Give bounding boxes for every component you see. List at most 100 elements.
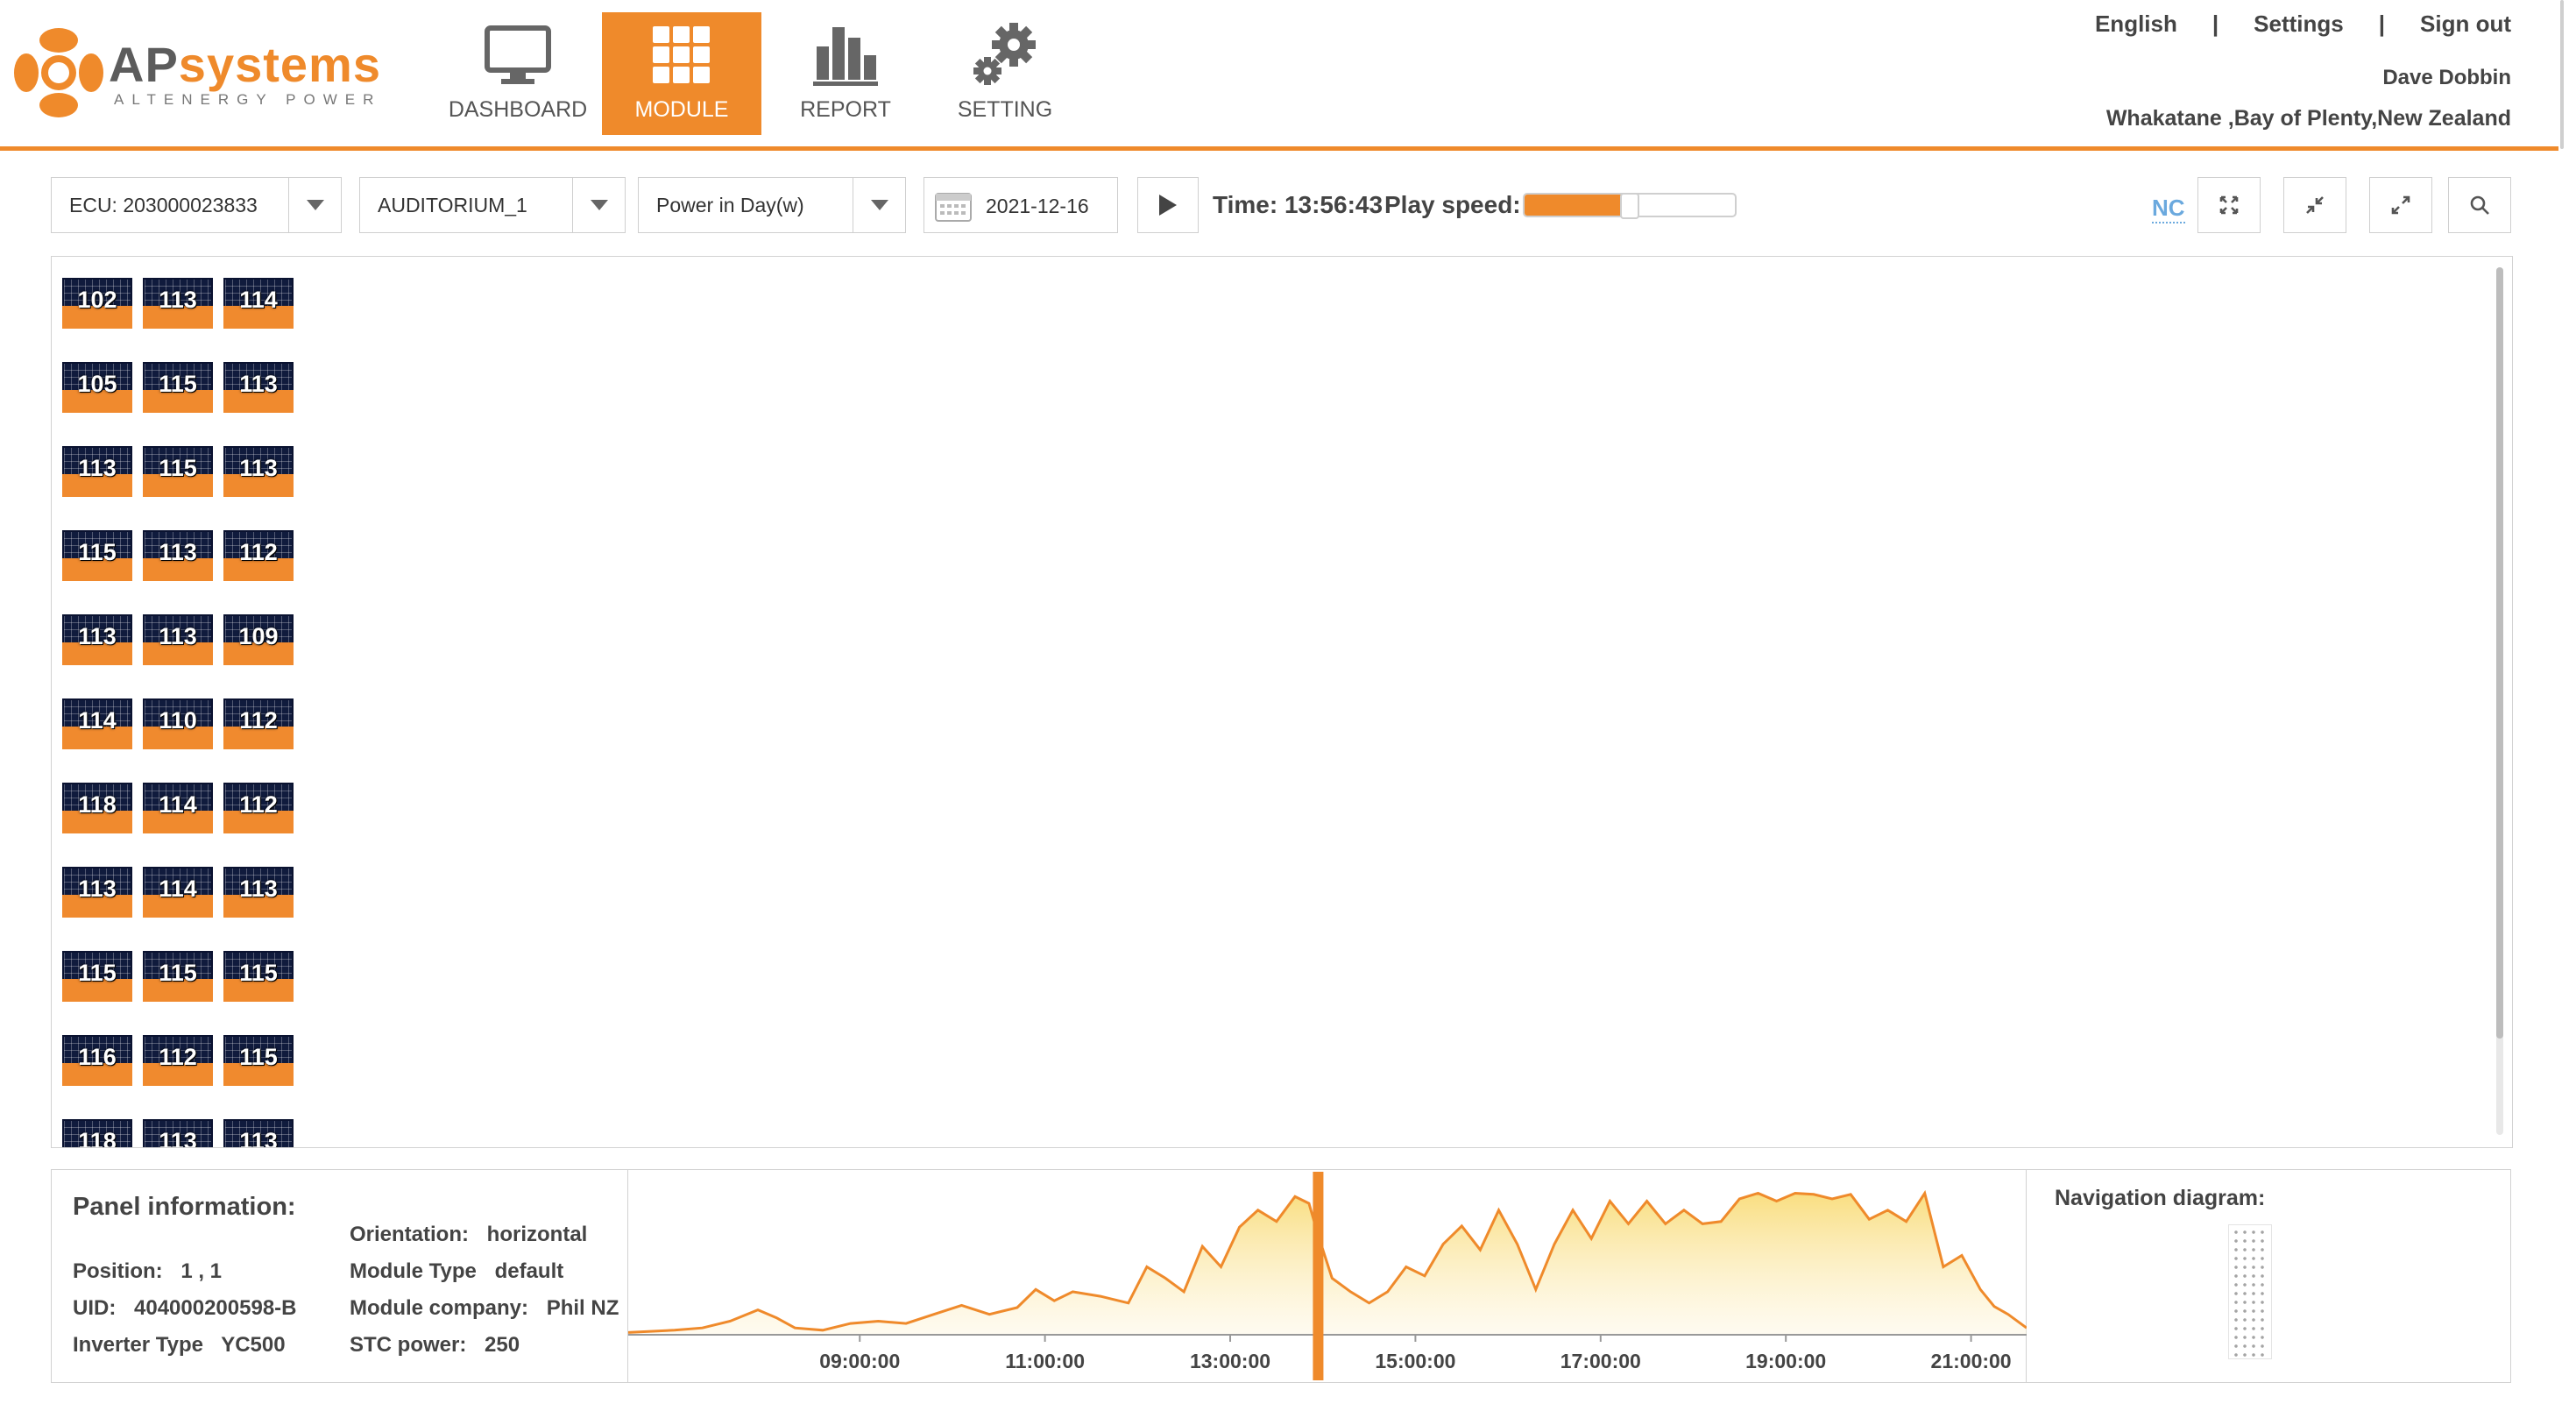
nav-module[interactable]: MODULE <box>602 12 761 135</box>
settings-link[interactable]: Settings <box>2254 11 2344 37</box>
solar-panel[interactable]: 115 <box>223 1035 294 1086</box>
solar-panel[interactable]: 113 <box>143 1119 213 1147</box>
panel-power-value: 113 <box>159 623 197 649</box>
navigation-viewport[interactable] <box>2228 1224 2272 1359</box>
solar-panel[interactable]: 113 <box>223 867 294 918</box>
solar-panel[interactable]: 113 <box>223 446 294 497</box>
panel-power-value: 112 <box>239 539 278 565</box>
canvas-scrollbar-thumb[interactable] <box>2496 267 2503 1039</box>
separator: | <box>2378 11 2386 37</box>
play-speed-slider[interactable] <box>1523 193 1737 219</box>
date-picker[interactable]: 2021-12-16 <box>924 177 1118 233</box>
window-scrollbar[interactable] <box>2560 0 2564 149</box>
nav-dashboard[interactable]: DASHBOARD <box>442 12 593 135</box>
language-link[interactable]: English <box>2094 11 2177 37</box>
site-select[interactable]: AUDITORIUM_1 <box>359 177 626 233</box>
monitor-icon <box>483 20 553 90</box>
orientation-row: Orientation: horizontal <box>350 1223 587 1247</box>
nav-report[interactable]: REPORT <box>770 12 921 135</box>
search-button[interactable] <box>2448 177 2511 233</box>
solar-panel[interactable]: 113 <box>143 278 213 329</box>
solar-panel[interactable]: 118 <box>62 783 132 833</box>
time-marker[interactable] <box>1313 1172 1324 1380</box>
panel-power-bar <box>143 558 213 581</box>
panel-power-value: 112 <box>239 707 278 734</box>
x-tick-label: 15:00:00 <box>1375 1350 1455 1372</box>
panel-power-bar <box>62 474 132 497</box>
panel-power-bar <box>143 642 213 665</box>
solar-panel[interactable]: 113 <box>223 1119 294 1147</box>
fit-screen-button[interactable] <box>2197 177 2261 233</box>
panel-power-value: 115 <box>78 539 117 565</box>
sign-out-link[interactable]: Sign out <box>2420 11 2511 37</box>
solar-panel[interactable]: 102 <box>62 278 132 329</box>
panel-power-value: 109 <box>238 623 279 649</box>
solar-panel[interactable]: 118 <box>62 1119 132 1147</box>
solar-panel[interactable]: 113 <box>143 614 213 665</box>
solar-panel[interactable]: 112 <box>223 783 294 833</box>
panel-power-bar <box>62 979 132 1002</box>
solar-panel[interactable]: 114 <box>223 278 294 329</box>
solar-panel[interactable]: 112 <box>223 530 294 581</box>
solar-panel[interactable]: 115 <box>143 446 213 497</box>
navigation-minimap[interactable] <box>2232 1228 2268 1358</box>
panel-power-bar <box>62 390 132 413</box>
metric-select[interactable]: Power in Day(w) <box>638 177 906 233</box>
navigation-diagram: Navigation diagram: <box>2027 1170 2510 1382</box>
panel-power-value: 115 <box>159 371 197 397</box>
solar-panel[interactable]: 116 <box>62 1035 132 1086</box>
panel-power-value: 102 <box>77 287 117 313</box>
x-tick-label: 19:00:00 <box>1745 1350 1826 1372</box>
solar-panel[interactable]: 112 <box>223 698 294 749</box>
solar-panel[interactable]: 113 <box>62 614 132 665</box>
solar-panel[interactable]: 114 <box>143 783 213 833</box>
solar-panel[interactable]: 114 <box>62 698 132 749</box>
x-tick-label: 11:00:00 <box>1005 1350 1085 1372</box>
solar-panel[interactable]: 113 <box>223 362 294 413</box>
module-toolbar: ECU: 203000023833 AUDITORIUM_1 Power in … <box>51 177 2511 235</box>
apsystems-logo[interactable]: APsystems ALTENERGY POWER <box>11 25 380 121</box>
module-layout-canvas[interactable]: 102 113 114 105 115 113 113 115 113 115 113 112 113 1… <box>51 256 2513 1148</box>
panel-power-value: 113 <box>239 876 278 902</box>
solar-panel[interactable]: 112 <box>143 1035 213 1086</box>
solar-panel[interactable]: 115 <box>223 951 294 1002</box>
inverter-value: YC500 <box>221 1333 286 1357</box>
panel-power-value: 115 <box>78 960 117 986</box>
solar-panel[interactable]: 115 <box>143 951 213 1002</box>
solar-panel[interactable]: 115 <box>62 951 132 1002</box>
panel-cells <box>62 1119 132 1147</box>
panel-power-bar <box>62 558 132 581</box>
solar-panel[interactable]: 113 <box>62 867 132 918</box>
solar-panel[interactable]: 110 <box>143 698 213 749</box>
nc-toggle[interactable]: NC <box>2152 195 2185 223</box>
nav-setting[interactable]: SETTING <box>930 12 1080 135</box>
solar-panel[interactable]: 115 <box>143 362 213 413</box>
solar-panel[interactable]: 113 <box>143 530 213 581</box>
caret-down-icon[interactable] <box>853 178 905 232</box>
panel-power-value: 114 <box>78 707 117 734</box>
solar-panel[interactable]: 105 <box>62 362 132 413</box>
solar-panel[interactable]: 115 <box>62 530 132 581</box>
play-speed-handle[interactable] <box>1619 193 1639 219</box>
panel-power-bar <box>62 811 132 833</box>
solar-panel[interactable]: 114 <box>143 867 213 918</box>
ecu-select[interactable]: ECU: 203000023833 <box>51 177 342 233</box>
ecu-select-value: ECU: 203000023833 <box>69 194 258 216</box>
uid-row: UID: 404000200598-B <box>73 1296 297 1321</box>
user-name: Dave Dobbin <box>2382 66 2511 89</box>
company-row: Module company: Phil NZ <box>350 1296 619 1321</box>
canvas-scrollbar[interactable] <box>2496 267 2503 1135</box>
collapse-button[interactable] <box>2283 177 2346 233</box>
panel-power-bar <box>223 390 294 413</box>
expand-button[interactable] <box>2369 177 2432 233</box>
panel-power-bar <box>62 727 132 749</box>
solar-panel[interactable]: 113 <box>62 446 132 497</box>
caret-down-icon[interactable] <box>288 178 341 232</box>
uid-label: UID: <box>73 1296 117 1320</box>
caret-down-icon[interactable] <box>572 178 625 232</box>
power-chart[interactable]: 09:00:00 11:00:00 13:00:00 15:00:00 17:00:00… <box>627 1170 2028 1382</box>
solar-panel[interactable]: 109 <box>223 614 294 665</box>
play-button[interactable] <box>1137 177 1199 233</box>
power-chart-svg: 09:00:00 11:00:00 13:00:00 15:00:00 17:00:00… <box>627 1172 2028 1380</box>
panel-power-value: 113 <box>239 371 278 397</box>
